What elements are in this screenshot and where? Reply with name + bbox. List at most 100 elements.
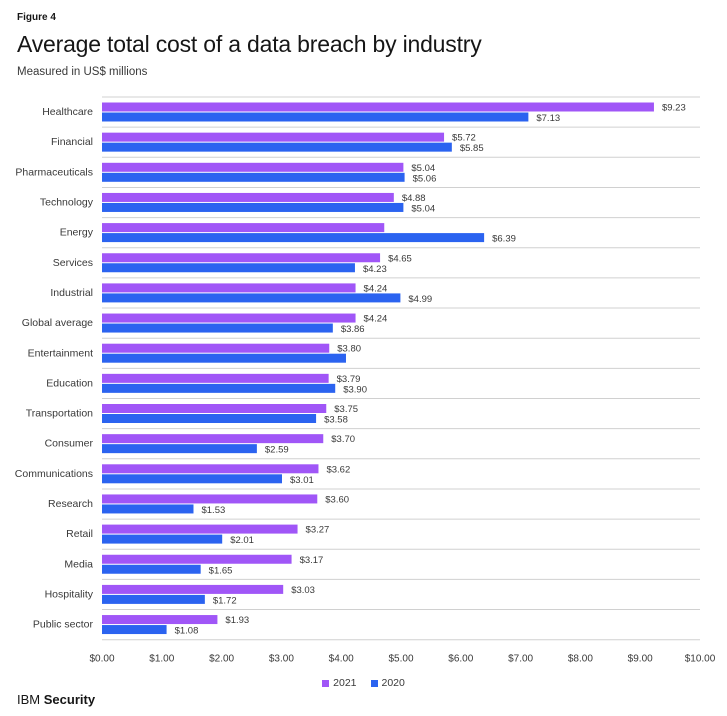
bar-2021 xyxy=(102,434,324,444)
category-label: Consumer xyxy=(45,438,94,450)
bar-2020 xyxy=(102,323,333,333)
x-tick-label: $0.00 xyxy=(89,654,114,665)
bar-2020 xyxy=(102,534,223,544)
data-label-2021: $4.24 xyxy=(364,314,388,325)
bar-2020 xyxy=(102,594,205,604)
category-label: Communications xyxy=(15,468,93,480)
category-label: Hospitality xyxy=(45,588,94,600)
bar-2020 xyxy=(102,142,452,152)
category-label: Media xyxy=(64,558,93,570)
category-label: Technology xyxy=(40,197,94,209)
bar-2021 xyxy=(102,253,381,263)
data-label-2021: $3.75 xyxy=(334,404,358,415)
x-tick-label: $4.00 xyxy=(329,654,354,665)
bar-2021 xyxy=(102,162,404,172)
data-label-2020: $2.59 xyxy=(265,445,289,456)
data-label-2020: $7.13 xyxy=(536,113,560,124)
data-label-2020: $5.04 xyxy=(411,203,435,214)
x-tick-label: $9.00 xyxy=(628,654,653,665)
bar-2020 xyxy=(102,625,167,635)
bar-2020 xyxy=(102,202,404,212)
bar-2021 xyxy=(102,132,445,142)
data-label-2020: $3.86 xyxy=(341,324,365,335)
data-label-2021: $3.27 xyxy=(306,525,330,536)
data-label-2021: $3.70 xyxy=(331,434,355,445)
category-label: Transportation xyxy=(26,408,93,420)
category-label: Retail xyxy=(66,528,93,540)
data-label-2021: $3.17 xyxy=(300,555,324,566)
bar-2021 xyxy=(102,223,385,233)
chart-subtitle: Measured in US$ millions xyxy=(17,66,148,78)
category-label: Industrial xyxy=(50,287,93,299)
bar-2020 xyxy=(102,444,257,454)
category-label: Education xyxy=(46,377,93,389)
bar-2021 xyxy=(102,615,218,625)
data-label-2021: $3.80 xyxy=(337,344,361,355)
x-tick-label: $6.00 xyxy=(448,654,473,665)
category-label: Global average xyxy=(22,317,93,329)
bar-2021 xyxy=(102,494,318,504)
category-label: Public sector xyxy=(33,619,94,631)
bar-2021 xyxy=(102,283,356,293)
bar-2021 xyxy=(102,584,284,594)
data-label-2021: $5.04 xyxy=(411,163,435,174)
bar-2021 xyxy=(102,404,327,413)
data-label-2021: $4.88 xyxy=(402,193,426,204)
x-tick-label: $2.00 xyxy=(209,654,234,665)
bar-2020 xyxy=(102,383,336,393)
bar-2021 xyxy=(102,192,394,202)
data-label-2020: $3.01 xyxy=(290,475,314,486)
legend-item-2021: 2021 xyxy=(322,677,357,689)
data-label-2020: $4.23 xyxy=(363,264,387,275)
bar-2021 xyxy=(102,102,654,112)
data-label-2021: $3.79 xyxy=(337,374,361,385)
brand-logo: IBM Security xyxy=(17,692,95,707)
bar-2021 xyxy=(102,313,356,323)
bar-2021 xyxy=(102,524,298,534)
bar-2020 xyxy=(102,564,201,574)
data-label-2020: $3.90 xyxy=(343,384,367,395)
x-tick-label: $1.00 xyxy=(149,654,174,665)
brand-prefix: IBM xyxy=(17,692,41,707)
chart-title: Average total cost of a data breach by i… xyxy=(17,31,482,57)
figure-label: Figure 4 xyxy=(17,12,56,23)
x-tick-label: $8.00 xyxy=(568,654,593,665)
legend-label-2021: 2021 xyxy=(333,677,357,689)
category-label: Financial xyxy=(51,136,93,148)
data-label-2020: $6.39 xyxy=(492,234,516,245)
bar-2021 xyxy=(102,373,329,383)
bar-2020 xyxy=(102,353,346,363)
bar-2020 xyxy=(102,263,355,273)
data-label-2020: $1.53 xyxy=(201,505,225,516)
x-tick-label: $7.00 xyxy=(508,654,533,665)
data-label-2020: $1.08 xyxy=(175,626,199,637)
legend-swatch-2021 xyxy=(322,679,330,687)
category-label: Healthcare xyxy=(42,106,93,118)
data-label-2020: $5.85 xyxy=(460,143,484,154)
legend-swatch-2020 xyxy=(370,679,378,687)
bar-2020 xyxy=(102,504,194,514)
bar-2021 xyxy=(102,464,319,474)
category-label: Energy xyxy=(60,227,94,239)
category-label: Entertainment xyxy=(28,347,93,359)
data-label-2021: $1.93 xyxy=(225,615,249,626)
x-tick-label: $5.00 xyxy=(388,654,413,665)
brand-name: Security xyxy=(43,692,96,707)
data-label-2020: $2.01 xyxy=(230,535,254,546)
x-tick-label: $3.00 xyxy=(269,654,294,665)
category-label: Services xyxy=(53,257,93,269)
bar-2020 xyxy=(102,293,401,303)
legend-label-2020: 2020 xyxy=(381,677,405,689)
data-label-2021: $4.65 xyxy=(388,253,412,264)
data-label-2021: $3.60 xyxy=(325,494,349,505)
bar-2020 xyxy=(102,474,282,484)
bar-2021 xyxy=(102,554,292,564)
data-label-2021: $5.72 xyxy=(452,133,476,144)
data-label-2020: $1.65 xyxy=(209,565,233,576)
data-label-2020: $4.99 xyxy=(408,294,432,305)
bar-2020 xyxy=(102,112,529,122)
data-label-2021: $9.23 xyxy=(662,103,686,114)
data-label-2021: $4.24 xyxy=(364,283,388,294)
bar-chart: Healthcare $9.23 $7.13 Financial $5.72$5.85 P… xyxy=(15,96,716,665)
bar-2020 xyxy=(102,233,485,243)
